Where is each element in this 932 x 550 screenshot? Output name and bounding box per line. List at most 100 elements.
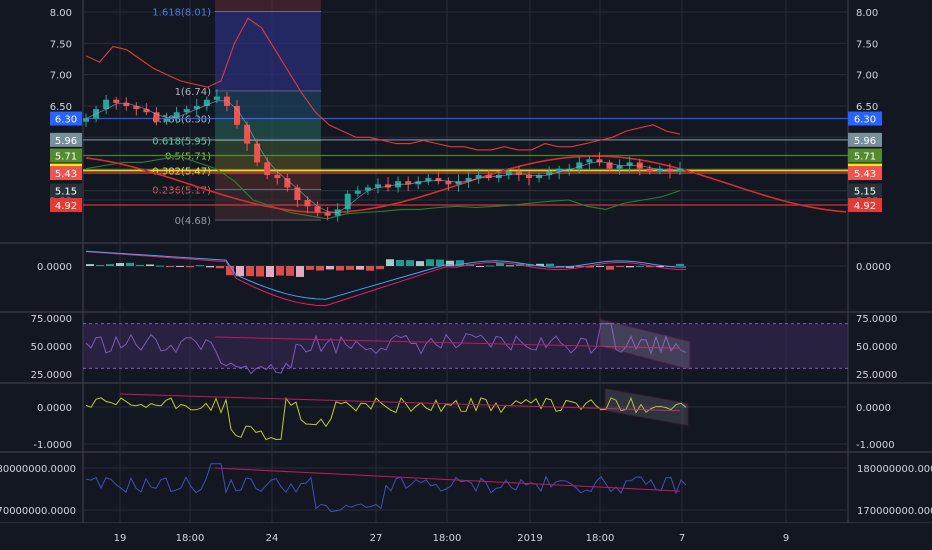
macd-bar [176, 266, 184, 267]
candle-body[interactable] [274, 174, 281, 179]
macd-bar [486, 265, 494, 267]
y-tick-left: 6.50 [50, 102, 72, 113]
candle-body[interactable] [415, 181, 422, 185]
candle-body[interactable] [324, 212, 331, 216]
pane-0[interactable] [83, 0, 848, 242]
candle-body[interactable] [183, 109, 190, 113]
candle-body[interactable] [314, 206, 321, 213]
candle-body[interactable] [244, 124, 251, 144]
candle-body[interactable] [213, 96, 220, 100]
y-tick-right: 6.50 [856, 102, 878, 113]
candle-body[interactable] [173, 112, 180, 119]
candle-body[interactable] [425, 178, 432, 182]
macd-bar [236, 266, 244, 277]
candle-body[interactable] [556, 168, 563, 172]
candle-body[interactable] [616, 165, 623, 169]
macd-bar [446, 260, 454, 266]
macd-bar [266, 266, 274, 277]
candle-body[interactable] [405, 181, 412, 185]
candle-body[interactable] [546, 171, 553, 175]
candle-body[interactable] [254, 143, 261, 163]
candle-body[interactable] [485, 174, 492, 179]
fib-zone [215, 90, 321, 119]
candle-body[interactable] [193, 106, 200, 110]
macd-bar [496, 262, 504, 266]
candle-body[interactable] [83, 118, 89, 122]
candle-body[interactable] [374, 184, 381, 188]
candle-body[interactable] [294, 187, 301, 200]
macd-bar [556, 266, 564, 267]
macd-bar [216, 266, 224, 269]
fib-zone [215, 140, 321, 156]
candle-body[interactable] [385, 184, 392, 188]
pane-1[interactable] [83, 244, 848, 311]
candle-body[interactable] [677, 168, 683, 172]
candle-body[interactable] [354, 190, 361, 194]
macd-bar [406, 260, 414, 266]
macd-bar [286, 266, 294, 276]
candle-body[interactable] [606, 162, 613, 169]
price-tag-left-label: 6.30 [55, 115, 77, 126]
price-tag-right-label: 4.92 [854, 201, 876, 212]
candle-body[interactable] [505, 171, 512, 175]
candle-body[interactable] [113, 99, 120, 103]
candle-body[interactable] [203, 99, 210, 106]
candle-body[interactable] [626, 162, 633, 166]
candle-body[interactable] [646, 168, 653, 172]
price-tag-right [848, 183, 882, 198]
price-tag-right-label: 5.15 [854, 187, 876, 198]
candle-body[interactable] [364, 187, 371, 191]
macd-bar [336, 266, 344, 271]
candle-body[interactable] [163, 118, 170, 122]
candle-body[interactable] [143, 109, 150, 113]
candle-body[interactable] [495, 174, 502, 179]
candle-body[interactable] [596, 159, 603, 163]
pane-4[interactable] [83, 453, 848, 522]
candle-body[interactable] [475, 174, 482, 179]
macd-bar [136, 264, 144, 266]
candle-body[interactable] [344, 193, 351, 210]
price-tag-left [50, 198, 82, 213]
price-tag-right-label: 5.43 [854, 169, 876, 180]
y-tick-right: 180000000.0000 [857, 464, 932, 475]
candle-body[interactable] [435, 178, 442, 182]
oscillator-trendline [119, 393, 681, 412]
macd-bar [126, 262, 134, 266]
candle-body[interactable] [465, 178, 472, 182]
macd-bar [426, 259, 434, 266]
candle-body[interactable] [455, 181, 462, 185]
candle-body[interactable] [656, 168, 663, 172]
macd-bar [146, 264, 154, 266]
candle-body[interactable] [103, 99, 110, 110]
candle-body[interactable] [525, 174, 532, 179]
macd-bar [546, 263, 554, 266]
candle-body[interactable] [536, 174, 543, 179]
pane-3[interactable] [83, 384, 848, 451]
macd-bar [376, 266, 384, 270]
volume-line [85, 463, 687, 513]
lower-band-line [85, 155, 681, 220]
candle-body[interactable] [566, 168, 573, 170]
macd-bar [296, 266, 304, 277]
candle-body[interactable] [264, 162, 271, 175]
candle-body[interactable] [133, 106, 140, 110]
candle-body[interactable] [123, 102, 130, 106]
candle-body[interactable] [304, 200, 311, 207]
candle-body[interactable] [234, 106, 241, 125]
candle-body[interactable] [576, 162, 583, 169]
macd-bar [186, 266, 194, 268]
candle-body[interactable] [666, 168, 673, 172]
candle-body[interactable] [586, 159, 593, 163]
y-tick-right: -1.0000 [856, 440, 895, 451]
rsi-line [85, 323, 687, 375]
candle-body[interactable] [515, 171, 522, 175]
candle-body[interactable] [445, 181, 452, 185]
macd-bar [596, 265, 604, 267]
fib-zone [215, 11, 321, 91]
rsi-channel [599, 318, 691, 371]
volume-trendline [214, 467, 681, 492]
candle-body[interactable] [153, 112, 160, 122]
candle-body[interactable] [284, 178, 291, 188]
price-tag-left-label: 5.96 [55, 136, 77, 147]
